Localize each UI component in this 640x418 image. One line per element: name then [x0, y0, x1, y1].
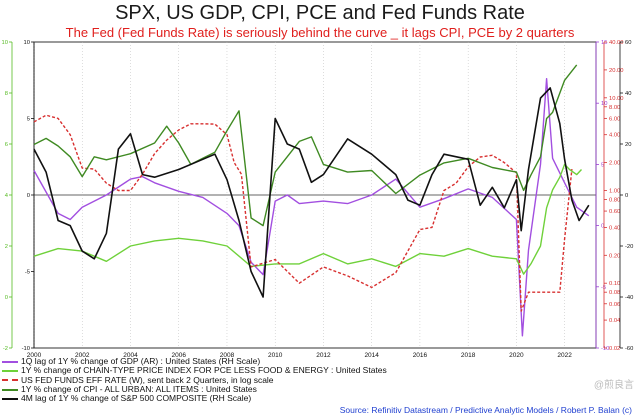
- y-tick-label: -2: [3, 346, 8, 352]
- legend-item: 1Y % change of CHAIN-TYPE PRICE INDEX FO…: [2, 365, 422, 376]
- y-tick-label: 6: [5, 142, 8, 148]
- series-line-1: [33, 77, 590, 337]
- y-tick-label: 10.00: [609, 96, 624, 102]
- y-tick-label: 8: [5, 91, 8, 97]
- x-tick-label: 2006: [171, 352, 186, 359]
- y-tick-label: 10: [2, 40, 8, 46]
- series-line-2: [33, 163, 583, 275]
- y-tick-label: 4.00: [609, 133, 620, 139]
- y-tick-label: 0.60: [609, 209, 620, 215]
- y-tick-label: 20: [625, 142, 631, 148]
- y-tick-label: 60: [625, 40, 631, 46]
- y-tick-label: 0.20: [609, 253, 620, 259]
- x-tick-label: 2020: [509, 352, 524, 359]
- y-tick-label: 0: [625, 193, 628, 199]
- y-tick-label: 4: [5, 193, 9, 199]
- legend-label: US FED FUNDS EFF RATE (W), sent back 2 Q…: [21, 374, 274, 385]
- legend-swatch: [2, 397, 18, 400]
- series-line-4: [33, 64, 578, 227]
- legend-swatch: [2, 388, 18, 391]
- y-tick-label: 0: [5, 295, 8, 301]
- y-tick-label: -60: [625, 346, 633, 352]
- y-tick-label: 10: [24, 40, 30, 46]
- legend-item: 1Y % change of CPI - ALL URBAN: ALL ITEM…: [2, 383, 422, 394]
- legend-swatch: [2, 360, 18, 363]
- legend-swatch: [2, 379, 18, 382]
- y-tick-label: -5: [25, 270, 30, 276]
- y-tick-label: 0.08: [609, 290, 620, 296]
- legend-label: 4M lag of 1Y % change of S&P 500 COMPOSI…: [21, 393, 252, 404]
- legend: 1Q lag of 1Y % change of GDP (AR) : Unit…: [2, 356, 422, 404]
- y-tick-label: 0.04: [609, 318, 621, 324]
- y-tick-label: 5: [27, 117, 30, 123]
- y-tick-label: 0: [27, 193, 30, 199]
- y-tick-label: 2.00: [609, 161, 620, 167]
- chart-subtitle: The Fed (Fed Funds Rate) is seriously be…: [65, 25, 575, 40]
- legend-label: 1Y % change of CHAIN-TYPE PRICE INDEX FO…: [21, 365, 387, 376]
- x-tick-label: 2022: [557, 352, 572, 359]
- y-tick-label: 8.00: [609, 105, 620, 111]
- x-tick-label: 2002: [75, 352, 90, 359]
- x-tick-label: 2010: [268, 352, 283, 359]
- x-tick-label: 2018: [461, 352, 476, 359]
- x-tick-label: 2004: [123, 352, 138, 359]
- y-tick-label: 0.06: [609, 302, 620, 308]
- y-tick-label: -40: [625, 295, 633, 301]
- x-tick-label: 2000: [27, 352, 42, 359]
- legend-label: 1Y % change of CPI - ALL URBAN: ALL ITEM…: [21, 383, 257, 394]
- legend-item: US FED FUNDS EFF RATE (W), sent back 2 Q…: [2, 374, 422, 385]
- y-tick-label: 20.00: [609, 68, 624, 74]
- y-tick-label: -10: [601, 346, 609, 352]
- legend-item: 4M lag of 1Y % change of S&P 500 COMPOSI…: [2, 393, 422, 404]
- source-note: Source: Refinitiv Datastream / Predictiv…: [339, 405, 632, 415]
- legend-item: 1Q lag of 1Y % change of GDP (AR) : Unit…: [2, 356, 422, 366]
- y-tick-label: 1.00: [609, 189, 620, 195]
- x-tick-label: 2012: [316, 352, 331, 359]
- y-tick-label: 0: [601, 224, 604, 230]
- x-tick-label: 2008: [220, 352, 235, 359]
- y-tick-label: 0.80: [609, 197, 620, 203]
- legend-label: 1Q lag of 1Y % change of GDP (AR) : Unit…: [21, 356, 261, 366]
- y-tick-label: 2: [5, 244, 8, 250]
- y-tick-label: 0.02: [609, 346, 620, 352]
- y-tick-label: -5: [601, 285, 606, 291]
- series-line-5: [33, 87, 590, 298]
- legend-swatch: [2, 369, 18, 372]
- series-line-3: [33, 114, 573, 312]
- y-tick-label: -10: [22, 346, 30, 352]
- y-tick-label: 6.00: [609, 116, 620, 122]
- y-tick-label: 5: [601, 162, 604, 168]
- x-tick-label: 2014: [364, 352, 379, 359]
- y-tick-label: 0.10: [609, 281, 620, 287]
- y-tick-label: 40: [625, 91, 631, 97]
- y-tick-label: -20: [625, 244, 633, 250]
- chart-title: SPX, US GDP, CPI, PCE and Fed Funds Rate: [115, 2, 525, 24]
- y-tick-label: 0.40: [609, 225, 620, 231]
- y-tick-label: 40.00: [609, 40, 624, 46]
- watermark: @煎良言: [593, 380, 634, 391]
- x-tick-label: 2016: [413, 352, 428, 359]
